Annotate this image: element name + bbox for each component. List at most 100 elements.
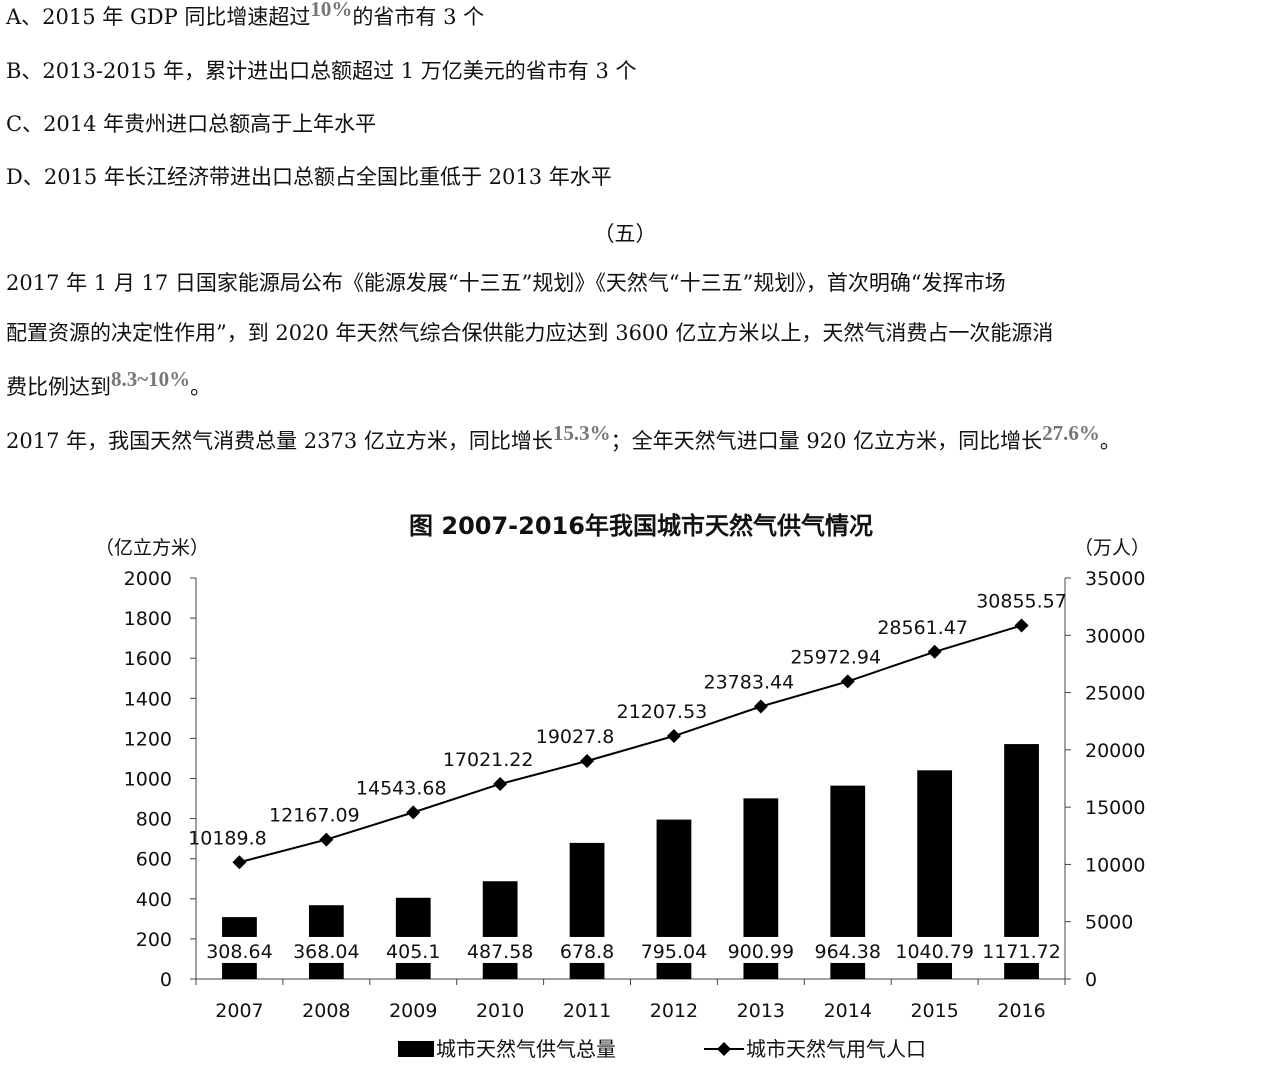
left-tick-label: 400 [136,889,172,911]
x-tick-label: 2015 [910,1000,958,1022]
line-value-label: 30855.57 [976,590,1067,612]
x-tick-label: 2012 [650,1000,698,1022]
bar-value-label: 900.99 [728,941,794,963]
left-tick-label: 1000 [124,769,172,791]
bar-value-label: 308.64 [206,941,272,963]
legend-bar-label: 城市天然气供气总量 [436,1037,616,1061]
bar-value-label: 795.04 [641,941,707,963]
right-axis-unit: （万人） [1074,537,1150,559]
bar-value-label: 678.8 [560,941,614,963]
paragraph-1-line-2: 配置资源的决定性作用”，到 2020 年天然气综合保供能力应达到 3600 亿立… [6,321,1054,345]
paragraph-2-text-b: ；全年天然气进口量 920 亿立方米，同比增长 [610,429,1043,453]
x-tick-label: 2008 [302,1000,350,1022]
bar-label-background [807,936,888,963]
bar-label-background [720,936,801,963]
bar-value-label: 1040.79 [895,941,974,963]
line-point-marker [493,776,508,791]
x-tick-label: 2014 [824,1000,872,1022]
right-tick-label: 30000 [1085,625,1145,647]
right-tick-label: 0 [1085,969,1097,991]
paragraph-2: 2017 年，我国天然气消费总量 2373 亿立方米，同比增长15.3%；全年天… [6,421,1121,454]
right-tick-label: 15000 [1085,797,1145,819]
x-tick-label: 2016 [997,1000,1045,1022]
consumption-growth-percent: 15.3% [552,421,611,445]
bar-value-label: 368.04 [293,941,359,963]
left-tick-label: 600 [136,849,172,871]
line-point-marker [1014,618,1029,633]
bar-value-label: 1171.72 [982,941,1061,963]
line-value-label: 19027.8 [536,726,615,748]
line-point-marker [666,729,681,744]
option-a: A、2015 年 GDP 同比增速超过10%的省市有 3 个 [6,0,485,30]
x-tick-label: 2010 [476,1000,524,1022]
legend-bar-swatch [398,1041,434,1057]
bar-label-background [894,936,975,963]
bar-value-label: 405.1 [386,941,440,963]
left-tick-label: 1200 [124,728,172,750]
option-d: D、2015 年长江经济带进出口总额占全国比重低于 2013 年水平 [6,165,612,189]
right-tick-label: 35000 [1085,568,1145,590]
section-title: （五） [593,222,657,246]
right-tick-label: 10000 [1085,854,1145,876]
right-tick-label: 20000 [1085,740,1145,762]
paragraph-1-line-3-end: 。 [190,375,212,399]
left-tick-label: 800 [136,809,172,831]
bar [482,881,518,979]
paragraph-1-line-1: 2017 年 1 月 17 日国家能源局公布《能源发展“十三五”规划》《天然气“… [6,271,1006,295]
line-point-marker [580,753,595,768]
legend-line-label: 城市天然气用气人口 [746,1037,926,1061]
line-value-label: 14543.68 [356,777,447,799]
left-axis-unit: （亿立方米） [95,537,209,559]
left-tick-label: 1800 [124,608,172,630]
plot-area: 0200400600800100012001400160018002000050… [124,568,1146,1022]
bar-label-background [633,936,714,963]
line-value-label: 25972.94 [790,646,881,668]
bar-value-label: 487.58 [467,941,533,963]
x-tick-label: 2011 [563,1000,611,1022]
bar-label-background [460,936,541,963]
left-tick-label: 1400 [124,688,172,710]
line-point-marker [927,644,942,659]
x-tick-label: 2007 [215,1000,263,1022]
x-tick-label: 2013 [737,1000,785,1022]
option-a-tail: 的省市有 3 个 [352,5,485,29]
line-point-marker [406,805,421,820]
line-value-label: 23783.44 [704,672,795,694]
option-a-text: A、2015 年 GDP 同比增速超过 [6,5,311,29]
line-point-marker [753,699,768,714]
left-tick-label: 0 [160,969,172,991]
line-value-label: 28561.47 [877,617,968,639]
option-b: B、2013-2015 年，累计进出口总额超过 1 万亿美元的省市有 3 个 [6,59,637,83]
line-value-label: 10189.8 [188,827,267,849]
left-tick-label: 2000 [124,568,172,590]
bar-label-background [373,936,454,963]
chart-title: 图 2007-2016年我国城市天然气供气情况 [409,512,873,540]
legend-line-marker [717,1042,731,1056]
line-point-marker [319,832,334,847]
line-value-label: 12167.09 [269,805,360,827]
paragraph-2-end: 。 [1099,429,1121,453]
line-point-marker [232,855,247,870]
import-growth-percent: 27.6% [1042,421,1100,445]
left-tick-label: 200 [136,929,172,951]
bar-label-background [981,936,1062,963]
option-a-percent: 10% [310,0,353,21]
right-tick-label: 25000 [1085,683,1145,705]
paragraph-2-text-a: 2017 年，我国天然气消费总量 2373 亿立方米，同比增长 [6,429,553,453]
paragraph-1-line-3-text: 费比例达到 [6,375,111,399]
gas-supply-chart: 图 2007-2016年我国城市天然气供气情况 （亿立方米） （万人） 0 200… [95,512,1150,1061]
bar-label-background [547,936,628,963]
line-value-label: 17021.22 [443,749,534,771]
left-tick-label: 1600 [124,648,172,670]
right-tick-label: 5000 [1085,912,1133,934]
paragraph-1-line-3: 费比例达到8.3~10%。 [6,367,212,400]
x-tick-label: 2009 [389,1000,437,1022]
line-point-marker [840,674,855,689]
bar-value-label: 964.38 [815,941,881,963]
bar-label-background [286,936,367,963]
line-value-label: 21207.53 [617,701,708,723]
bar-label-background [199,936,280,963]
energy-share-percent: 8.3~10% [111,367,191,391]
option-c: C、2014 年贵州进口总额高于上年水平 [6,112,377,136]
legend: 城市天然气供气总量 城市天然气用气人口 [398,1037,926,1061]
